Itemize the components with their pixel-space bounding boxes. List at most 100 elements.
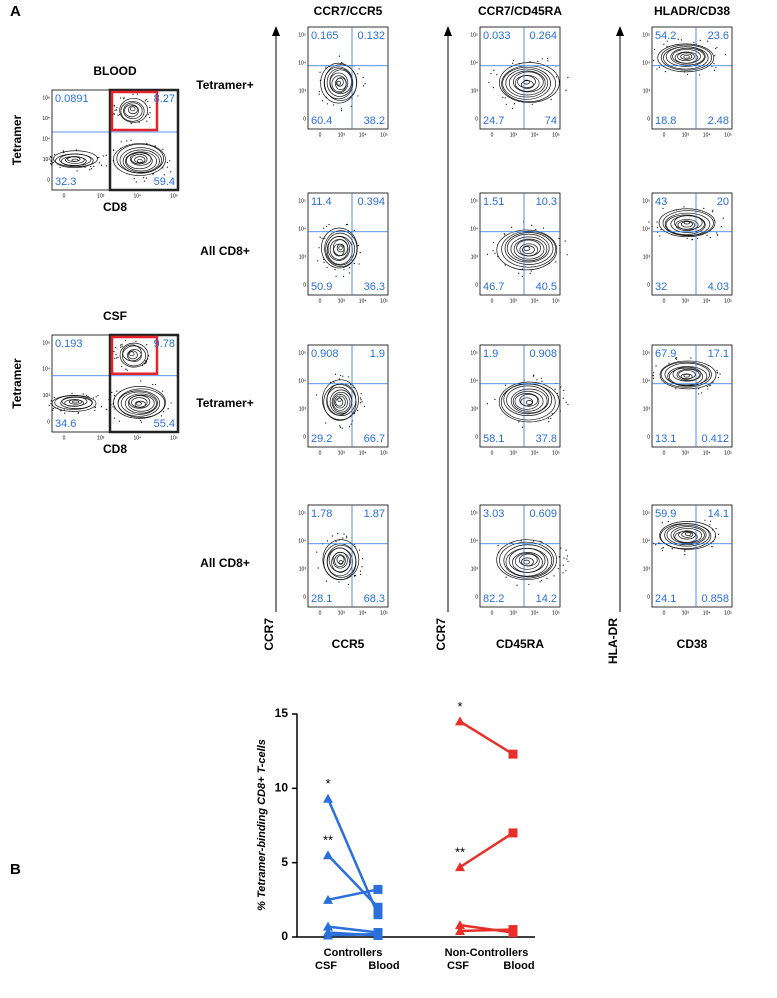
quadrant-value: 0.858: [701, 593, 729, 605]
contour: [514, 552, 540, 570]
quadrant-value: 17.1: [708, 348, 729, 360]
event-dot: [130, 123, 132, 125]
contour: [335, 397, 344, 407]
event-dot: [504, 234, 506, 236]
contour: [673, 528, 702, 543]
contour: [668, 367, 704, 386]
y-tick-label: 10³: [299, 406, 307, 412]
contour: [672, 366, 702, 382]
contour: [61, 396, 88, 407]
event-dot: [709, 384, 712, 386]
event-dot: [675, 358, 678, 360]
y-tick-label: 0: [303, 116, 306, 122]
contour: [676, 368, 700, 381]
event-dot: [502, 96, 504, 98]
event-dot: [169, 160, 171, 162]
quadrant-value: 82.2: [483, 593, 504, 605]
event-dot: [53, 153, 56, 156]
event-dot: [319, 71, 321, 73]
row-label: Tetramer+: [196, 78, 253, 92]
event-dot: [359, 397, 362, 399]
x-tick-label: 0: [663, 132, 666, 138]
x-tick-label: 10³: [682, 132, 690, 138]
square-marker: [508, 749, 518, 759]
contour: [672, 49, 701, 64]
event-dot: [653, 372, 655, 374]
event-dot: [48, 404, 50, 407]
contour: [130, 106, 136, 112]
group-label: Controllers: [324, 947, 383, 959]
contour: [127, 350, 138, 360]
event-dot: [714, 536, 716, 538]
triangle-marker: [323, 921, 333, 931]
contour: [660, 44, 713, 71]
contour: [523, 246, 531, 251]
event-dot: [140, 380, 142, 382]
y-tick-label: 10³: [471, 88, 479, 94]
event-dot: [557, 392, 559, 394]
event-dot: [50, 163, 52, 165]
significance-label: *: [457, 699, 462, 714]
y-tick-label: 10⁴: [298, 226, 306, 232]
event-dot: [50, 164, 53, 166]
event-dot: [713, 219, 716, 222]
event-dot: [339, 425, 341, 427]
row-label: All CD8+: [200, 244, 250, 258]
event-dot: [357, 95, 359, 97]
contour: [681, 531, 694, 538]
contour: [127, 394, 155, 412]
y-tick-label: 10⁶: [42, 95, 50, 101]
event-dot: [52, 407, 54, 410]
event-dot: [60, 409, 63, 411]
event-dot: [92, 397, 95, 399]
event-dot: [712, 209, 714, 211]
x-tick-label: 10³: [682, 298, 690, 304]
event-dot: [149, 112, 151, 114]
event-dot: [656, 221, 658, 223]
x-tick-label: 10⁵: [552, 450, 560, 456]
event-dot: [511, 107, 514, 110]
event-dot: [716, 46, 718, 49]
x-tick-label: 10⁵: [724, 450, 732, 456]
event-dot: [319, 236, 321, 238]
y-tick-label: 0: [47, 177, 50, 183]
y-tick-label: 10⁴: [642, 378, 650, 384]
x-tick-label: 10⁵: [552, 132, 560, 138]
quadrant-value: 9.78: [154, 338, 175, 350]
column-title: CCR7/CD45RA: [478, 4, 562, 18]
y-tick-label: 10⁵: [470, 350, 478, 356]
event-dot: [715, 528, 717, 530]
pair-line: [327, 888, 379, 902]
contour: [331, 75, 347, 93]
event-dot: [95, 396, 97, 398]
event-dot: [354, 546, 356, 548]
contour: [501, 230, 556, 268]
event-dot: [674, 357, 677, 359]
event-dot: [162, 411, 165, 413]
event-dot: [362, 85, 365, 87]
contour: [333, 243, 345, 257]
event-dot: [135, 181, 137, 183]
contour: [496, 539, 557, 581]
quadrant-value: 1.87: [364, 508, 385, 520]
event-dot: [557, 395, 559, 397]
event-dot: [662, 546, 664, 549]
y-tick-label: 10⁵: [642, 510, 650, 516]
quadrant-value: 59.4: [154, 176, 175, 188]
event-dot: [661, 547, 663, 550]
event-dot: [115, 346, 117, 349]
event-dot: [332, 104, 335, 106]
event-dot: [341, 61, 343, 64]
x-tick-label: CSF: [315, 960, 337, 972]
event-dot: [146, 358, 149, 360]
event-dot: [162, 148, 164, 150]
event-dot: [50, 159, 52, 161]
y-tick-label: 10⁵: [298, 350, 306, 356]
event-dot: [675, 388, 677, 390]
contour: [683, 55, 690, 59]
event-dot: [146, 344, 148, 346]
event-dot: [114, 408, 116, 410]
x-tick-label: 10⁴: [703, 298, 711, 304]
event-dot: [716, 232, 718, 234]
x-tick-label: 10⁵: [552, 298, 560, 304]
